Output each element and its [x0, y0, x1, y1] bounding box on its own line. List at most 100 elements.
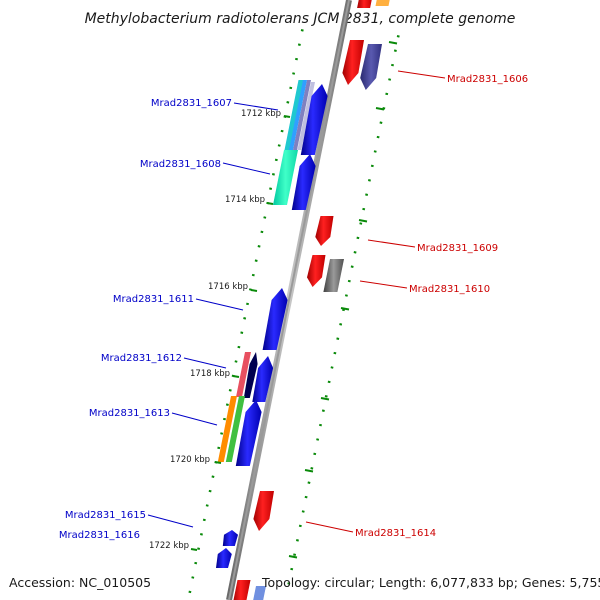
tick-mark — [388, 41, 398, 45]
gene-leader-line — [233, 102, 279, 111]
tick-mark — [362, 207, 366, 211]
tick-mark — [307, 481, 311, 484]
gene-feature-1612b[interactable] — [243, 352, 258, 398]
gene-feature-1613b[interactable] — [225, 396, 245, 462]
gene-feature-1608a[interactable] — [273, 150, 298, 205]
genome-title: Methylobacterium radiotolerans JCM 2831,… — [85, 11, 516, 27]
kbp-tick — [283, 115, 291, 118]
gene-feature-1615[interactable] — [222, 530, 238, 546]
gene-feature-1612a[interactable] — [236, 352, 251, 397]
gene-label[interactable]: Mrad2831_1614 — [355, 528, 436, 539]
gene-leader-line — [305, 521, 354, 533]
topology-text: Topology: circular; Length: 6,077,833 bp… — [261, 575, 600, 590]
gene-feature-bot-b[interactable] — [252, 586, 266, 600]
tick-mark — [353, 251, 357, 254]
gene-leader-line — [183, 357, 227, 369]
tick-mark — [376, 135, 380, 139]
tick-mark — [336, 337, 340, 340]
kbp-label: 1720 kbp — [170, 455, 210, 465]
gene-feature-1613a[interactable] — [217, 396, 237, 462]
tick-mark — [319, 423, 322, 427]
gene-feature-1616[interactable] — [216, 548, 232, 568]
tick-mark — [271, 173, 275, 176]
tick-mark — [288, 555, 298, 559]
gene-feature-1610b[interactable] — [323, 259, 344, 292]
gene-feature-1611[interactable] — [262, 288, 288, 350]
tick-mark — [359, 222, 363, 225]
tick-mark — [293, 553, 297, 556]
tick-mark — [367, 179, 371, 182]
tick-mark — [356, 236, 360, 240]
tick-mark — [277, 144, 281, 147]
tick-mark — [304, 495, 308, 499]
tick-mark — [292, 72, 296, 75]
tick-mark — [310, 467, 314, 470]
tick-mark — [257, 245, 261, 248]
tick-mark — [330, 366, 334, 369]
tick-mark — [342, 308, 346, 312]
tick-mark — [297, 43, 301, 46]
gene-label[interactable]: Mrad2831_1615 — [65, 510, 146, 521]
kbp-tick — [190, 548, 198, 551]
kbp-label: 1714 kbp — [225, 195, 265, 205]
tick-mark — [240, 331, 244, 334]
kbp-tick — [232, 375, 240, 378]
tick-mark — [321, 409, 325, 412]
gene-label[interactable]: Mrad2831_1606 — [447, 74, 528, 85]
tick-mark — [347, 279, 351, 283]
gene-feature-1606a[interactable] — [342, 40, 364, 85]
gene-feature-1612c[interactable] — [252, 356, 274, 402]
tick-mark — [280, 129, 284, 133]
tick-mark — [228, 389, 232, 392]
gene-feature-1606b[interactable] — [360, 44, 382, 90]
gene-feature-1608b[interactable] — [291, 154, 316, 210]
gene-label[interactable]: Mrad2831_1610 — [409, 284, 490, 295]
tick-mark — [199, 533, 203, 536]
gene-feature-1607b[interactable] — [289, 80, 307, 150]
tick-mark — [391, 63, 394, 67]
gene-label[interactable]: Mrad2831_1616 — [59, 530, 140, 541]
gene-label[interactable]: Mrad2831_1611 — [113, 294, 194, 305]
tick-mark — [274, 158, 278, 162]
gene-feature-1607c[interactable] — [293, 80, 311, 150]
tick-mark — [246, 302, 250, 306]
tick-mark — [217, 446, 221, 450]
gene-feature-1607a[interactable] — [284, 80, 304, 150]
tick-mark — [350, 265, 354, 268]
tick-mark — [251, 273, 255, 277]
gene-label[interactable]: Mrad2831_1609 — [417, 243, 498, 254]
kbp-label: 1716 kbp — [208, 282, 248, 292]
gene-feature-1610a[interactable] — [307, 255, 326, 287]
kbp-label: 1718 kbp — [190, 369, 230, 379]
tick-mark — [298, 524, 302, 528]
tick-mark — [202, 518, 206, 522]
tick-mark — [295, 539, 299, 542]
gene-label[interactable]: Mrad2831_1608 — [140, 159, 221, 170]
tick-mark — [208, 489, 212, 493]
tick-mark — [254, 259, 258, 262]
tick-mark — [286, 101, 290, 104]
gene-label[interactable]: Mrad2831_1607 — [151, 98, 232, 109]
tick-mark — [188, 590, 192, 594]
gene-label[interactable]: Mrad2831_1612 — [101, 353, 182, 364]
gene-feature-top-a[interactable] — [357, 0, 372, 8]
gene-leader-line — [359, 280, 408, 289]
tick-mark — [382, 107, 386, 110]
tick-mark — [260, 230, 264, 234]
tick-mark — [393, 49, 397, 52]
gene-feature-1607d[interactable] — [297, 82, 315, 150]
gene-feature-bot-a[interactable] — [233, 580, 251, 600]
gene-features — [216, 0, 391, 600]
gene-feature-1613c[interactable] — [235, 400, 262, 466]
gene-leader-line — [367, 239, 416, 248]
gene-label[interactable]: Mrad2831_1613 — [89, 408, 170, 419]
tick-mark — [327, 380, 331, 384]
gene-feature-1607e[interactable] — [300, 84, 328, 155]
tick-mark — [316, 438, 320, 441]
tick-mark — [211, 475, 215, 478]
gene-feature-top-b[interactable] — [375, 0, 391, 6]
gene-feature-1614[interactable] — [253, 491, 274, 531]
gene-feature-1609[interactable] — [315, 216, 334, 246]
tick-mark — [191, 576, 195, 579]
